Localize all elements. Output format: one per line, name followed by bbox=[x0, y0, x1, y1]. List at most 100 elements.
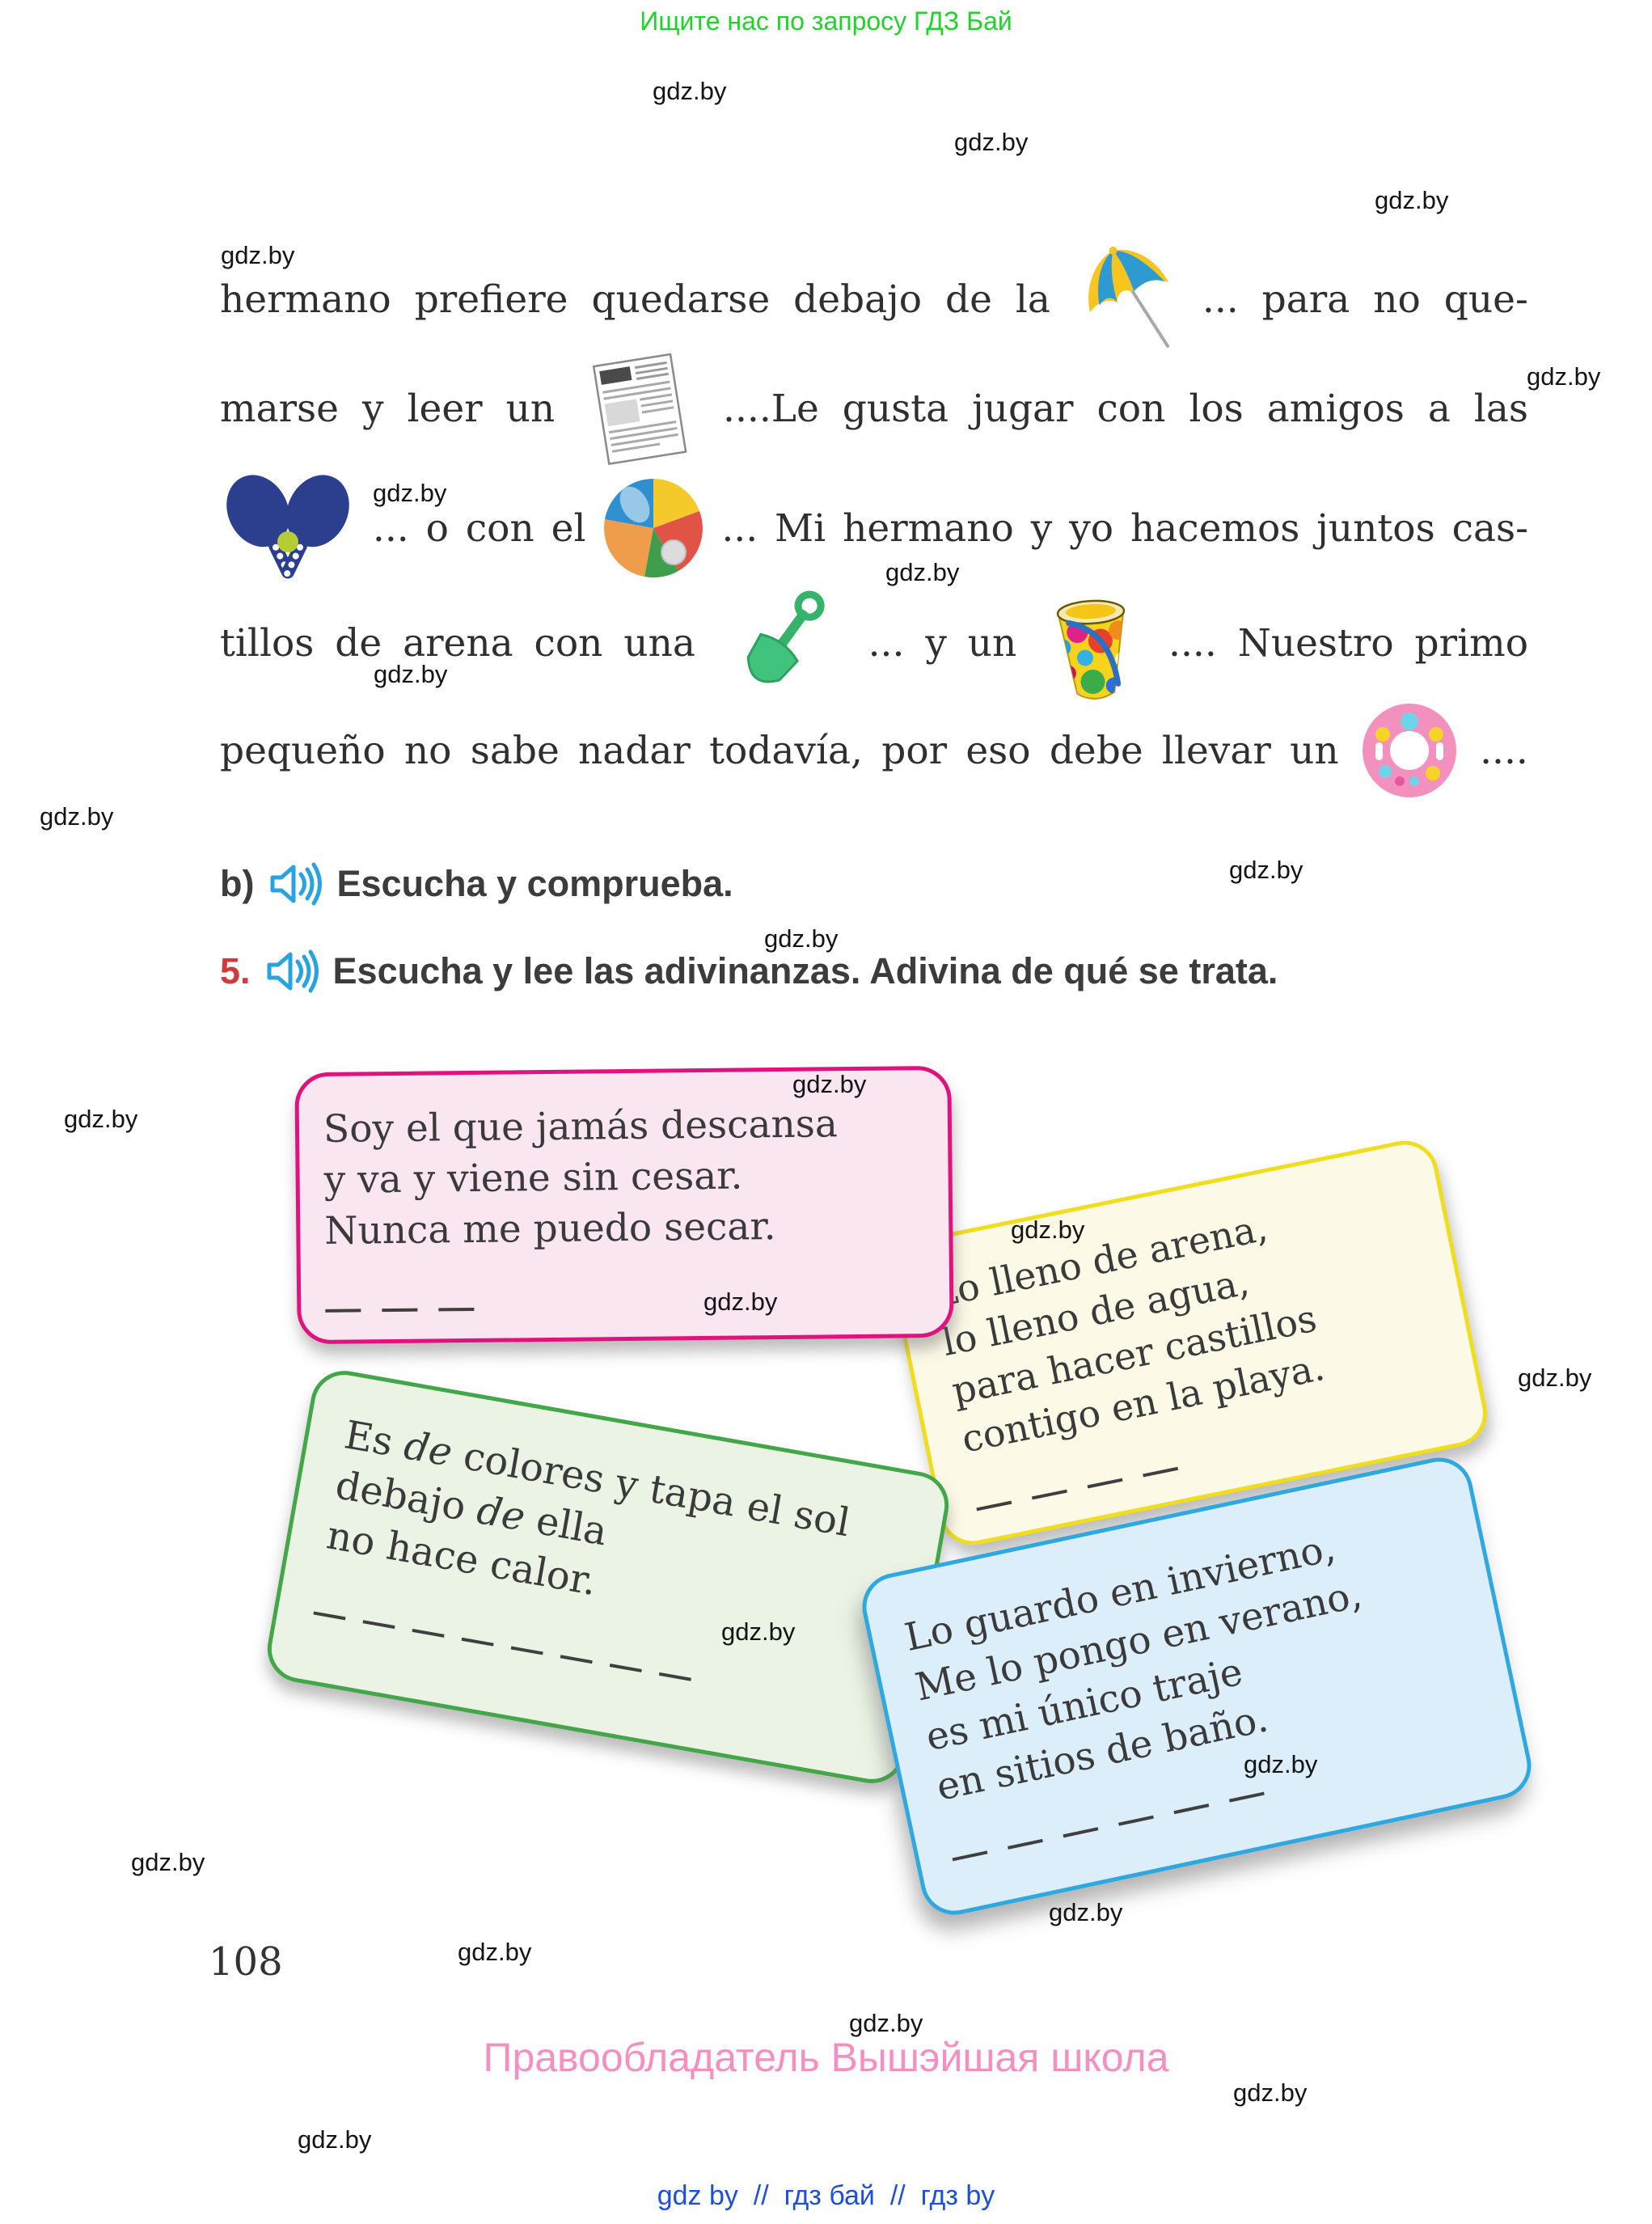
dash bbox=[438, 1307, 475, 1312]
paragraph-line: ... o con el ... Mi hermano y yo hacemos juntos ca… bbox=[220, 475, 1528, 579]
word: o bbox=[425, 505, 449, 551]
word: y bbox=[361, 386, 384, 431]
task-b-title: Escucha y comprueba. bbox=[336, 863, 733, 904]
word: nadar bbox=[578, 728, 691, 773]
dash bbox=[609, 1664, 642, 1672]
word: hacemos bbox=[1130, 505, 1300, 551]
watermark: gdz.by bbox=[458, 1938, 532, 1966]
dash bbox=[382, 1308, 418, 1313]
beach-umbrella-icon bbox=[1074, 239, 1179, 360]
dash bbox=[1118, 1815, 1154, 1826]
word: Nuestro bbox=[1237, 620, 1394, 666]
watermark: gdz.by bbox=[954, 128, 1029, 156]
word: de bbox=[335, 620, 382, 666]
top-notice: Ищите нас по запросу ГДЗ Бай bbox=[640, 6, 1012, 36]
word: hermano bbox=[843, 505, 1014, 551]
word: con bbox=[1096, 386, 1166, 431]
publisher-line: Правообладатель Вышэйшая школа bbox=[483, 2035, 1169, 2080]
paragraph-line: hermano prefiere quedarse debajo de la ... par… bbox=[220, 246, 1528, 348]
word: primo bbox=[1414, 620, 1528, 666]
word: a bbox=[1427, 386, 1451, 431]
dash bbox=[1228, 1791, 1265, 1803]
dash bbox=[976, 1500, 1012, 1512]
riddle-line: y va y viene sin cesar. bbox=[323, 1153, 743, 1203]
word: .... bbox=[1168, 620, 1217, 666]
newspaper-icon bbox=[578, 349, 699, 468]
word: eso bbox=[965, 728, 1031, 773]
table-tennis-paddles-icon bbox=[220, 467, 356, 589]
paragraph-line: pequeño no sabe nadar todavía, por eso debe llev… bbox=[220, 704, 1528, 797]
word: leer bbox=[407, 386, 483, 431]
word: debajo bbox=[793, 277, 923, 322]
dash bbox=[1008, 1838, 1043, 1850]
task-b-heading: b) Escucha y comprueba. bbox=[220, 859, 733, 909]
word: pequeño bbox=[220, 728, 386, 773]
word: con bbox=[534, 620, 603, 666]
word: todavía, bbox=[709, 728, 863, 773]
word: para bbox=[1261, 277, 1350, 322]
swim-ring-icon bbox=[1358, 700, 1461, 801]
word: y bbox=[925, 620, 947, 666]
word: no bbox=[1373, 277, 1421, 322]
dash bbox=[1063, 1827, 1099, 1838]
word: un bbox=[505, 386, 556, 431]
word: ... bbox=[721, 505, 758, 551]
word: sabe bbox=[470, 728, 560, 773]
word: un bbox=[1290, 728, 1339, 773]
paragraph-line: marse y leer un ....Le gusta jugar con los bbox=[220, 353, 1528, 466]
task-b-label: b) bbox=[220, 863, 255, 904]
word: las bbox=[1473, 386, 1528, 431]
toy-bucket-icon bbox=[1037, 581, 1147, 704]
task-5-heading: 5. Escucha y lee las adivinanzas. Adivin… bbox=[220, 946, 1278, 996]
word: ... bbox=[372, 505, 409, 551]
page-number: 108 bbox=[209, 1939, 283, 1985]
word: un bbox=[967, 620, 1017, 666]
word: llevar bbox=[1161, 728, 1271, 773]
word: ....Le bbox=[723, 386, 819, 431]
riddle-card-pink: Soy el que jamás descansa y va y viene si… bbox=[294, 1065, 954, 1345]
word: y bbox=[1030, 505, 1053, 551]
dash bbox=[461, 1637, 494, 1647]
speaker-icon bbox=[265, 948, 319, 995]
word: .... bbox=[1480, 728, 1528, 773]
word: debe bbox=[1049, 728, 1143, 773]
watermark: gdz.by bbox=[131, 1848, 205, 1876]
word: arena bbox=[403, 620, 513, 666]
beach-ball-icon bbox=[602, 477, 704, 579]
watermark: gdz.by bbox=[64, 1105, 138, 1133]
task-5-number: 5. bbox=[220, 950, 251, 991]
word: yo bbox=[1069, 505, 1114, 551]
watermark: gdz.by bbox=[1375, 186, 1449, 214]
dash bbox=[313, 1611, 346, 1621]
word: los bbox=[1189, 386, 1244, 431]
watermark: gdz.by bbox=[885, 558, 960, 586]
word: quedarse bbox=[591, 277, 771, 322]
dash bbox=[412, 1628, 445, 1638]
watermark: gdz.by bbox=[40, 802, 114, 831]
riddle-text: Lo guardo en invierno, Me lo pongo en ver… bbox=[900, 1499, 1481, 1813]
footer-links: gdz by // гдз бай // гдз by bbox=[657, 2180, 995, 2211]
word: gusta bbox=[842, 386, 949, 431]
word: por bbox=[881, 728, 948, 773]
answer-blank bbox=[325, 1271, 925, 1313]
word: ... bbox=[868, 620, 905, 666]
watermark: gdz.by bbox=[298, 2125, 372, 2154]
dash bbox=[362, 1620, 395, 1630]
watermark: gdz.by bbox=[221, 241, 295, 269]
riddle-line: Nunca me puedo secar. bbox=[324, 1204, 776, 1254]
riddle-text: Lo lleno de arena, lo lleno de agua, para … bbox=[928, 1175, 1440, 1465]
watermark: gdz.by bbox=[1049, 1898, 1123, 1926]
word: con bbox=[465, 505, 534, 551]
word: el bbox=[551, 505, 586, 551]
word: juntos bbox=[1316, 505, 1435, 551]
word: Mi bbox=[775, 505, 826, 551]
riddle-card-green: Es de colores y tapa el sol debajo de el… bbox=[262, 1365, 954, 1789]
watermark: gdz.by bbox=[1229, 856, 1303, 884]
word: una bbox=[623, 620, 695, 666]
dash bbox=[325, 1309, 361, 1313]
word: tillos bbox=[220, 620, 315, 666]
word: no bbox=[403, 728, 452, 773]
dash bbox=[1087, 1478, 1123, 1489]
word: jugar bbox=[972, 386, 1074, 431]
